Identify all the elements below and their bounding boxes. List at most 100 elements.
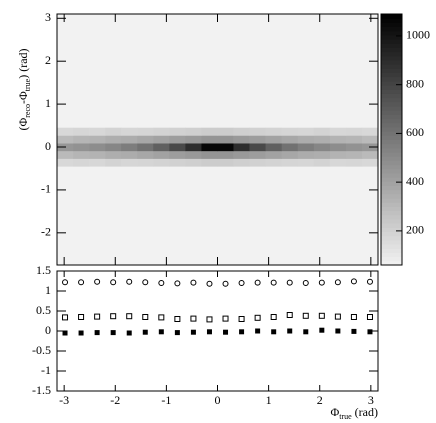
heatmap-cell	[217, 135, 234, 144]
colorbar-step	[381, 43, 402, 48]
x-tick-label: -2	[110, 393, 120, 407]
colorbar-step	[381, 34, 402, 40]
colorbar-step	[381, 252, 402, 258]
colorbar-step	[381, 193, 402, 199]
colorbar-step	[381, 235, 402, 241]
heatmap-cell	[105, 143, 122, 152]
colorbar-step	[381, 126, 402, 132]
heatmap-cell	[281, 127, 299, 136]
marker	[190, 279, 197, 286]
marker	[206, 316, 213, 323]
colorbar-step	[381, 198, 402, 203]
heatmap-cell	[297, 143, 315, 152]
heatmap-cell	[265, 143, 282, 152]
marker	[334, 279, 341, 286]
heatmap-cell	[345, 143, 363, 152]
y-tick-label: 3	[45, 10, 51, 24]
axis-title-part: -Φ	[16, 91, 30, 104]
marker	[190, 315, 197, 322]
marker	[286, 279, 293, 286]
heatmap-cell	[201, 150, 218, 159]
x-tick-label: -1	[161, 393, 171, 407]
colorbar-step	[381, 51, 402, 57]
axis-title-part: (Φ	[16, 118, 30, 131]
marker	[78, 314, 85, 320]
heatmap-cell	[233, 158, 250, 167]
heatmap-cell	[249, 127, 266, 136]
marker	[238, 316, 245, 322]
heatmap-cell	[121, 150, 138, 159]
x-tick-label: 3	[368, 393, 374, 407]
colorbar-step	[381, 64, 402, 69]
heatmap-cell	[361, 150, 379, 159]
x-tick-label: 1	[266, 393, 272, 407]
colorbar-step	[381, 168, 402, 174]
marker	[62, 314, 69, 321]
colorbar-step	[381, 26, 402, 32]
colorbar-step	[381, 110, 402, 115]
y-tick-label: 0	[45, 323, 51, 337]
marker	[238, 280, 245, 286]
axis-title-subscript: true	[339, 412, 352, 421]
heatmap-cell	[217, 150, 234, 159]
colorbar-step	[381, 118, 402, 124]
colorbar-step	[381, 93, 402, 99]
heatmap-cell	[297, 127, 315, 136]
heatmap-cell	[361, 135, 379, 144]
colorbar-step	[381, 47, 402, 53]
y-tick-label: -1	[41, 363, 51, 377]
colorbar-step	[381, 39, 402, 44]
marker	[94, 313, 101, 320]
heatmap-cell	[121, 135, 138, 144]
heatmap-cell	[233, 150, 250, 159]
heatmap-cell	[73, 150, 90, 159]
heatmap-cell	[297, 158, 315, 167]
x-tick-label: -3	[59, 393, 69, 407]
marker	[270, 279, 277, 286]
heatmap-cell	[73, 143, 90, 152]
marker	[366, 278, 373, 285]
colorbar-step	[381, 131, 402, 136]
marker	[254, 279, 261, 286]
heatmap-cell	[105, 158, 122, 167]
y-tick-label: -0.5	[32, 343, 51, 357]
colorbar-step	[381, 177, 402, 182]
heatmap-cell	[153, 127, 170, 136]
heatmap-cell	[185, 150, 202, 159]
heatmap-cell	[233, 127, 250, 136]
heatmap-cell	[89, 143, 106, 152]
colorbar-step	[381, 114, 402, 120]
heatmap-cell	[281, 143, 299, 152]
heatmap-cell	[121, 158, 138, 167]
heatmap-cell	[313, 127, 331, 136]
marker	[110, 313, 117, 320]
marker	[223, 329, 229, 335]
heatmap-cell	[361, 158, 379, 167]
colorbar-step	[381, 181, 402, 187]
axis-title-part: Φ	[330, 405, 339, 419]
heatmap-cell	[169, 135, 186, 144]
marker	[366, 314, 373, 320]
heatmap-cell	[345, 150, 363, 159]
colorbar-step	[381, 223, 402, 228]
y-tick-label: 0.5	[36, 303, 51, 317]
colorbar-step	[381, 260, 402, 266]
marker	[350, 278, 357, 285]
colorbar-step	[381, 68, 402, 74]
colorbar-tick-label: 1000	[406, 28, 430, 42]
heatmap-cell	[57, 127, 74, 136]
marker	[303, 329, 309, 335]
marker	[142, 279, 149, 286]
y-tick-label: 0	[45, 139, 51, 153]
heatmap-cell	[73, 158, 90, 167]
marker	[142, 314, 149, 320]
heatmap-cell	[329, 127, 347, 136]
heatmap-cell	[201, 127, 218, 136]
marker	[270, 314, 277, 320]
colorbar-step	[381, 76, 402, 82]
heatmap-cell	[185, 143, 202, 152]
heatmap-cell	[329, 158, 347, 167]
heatmap-cell	[297, 150, 315, 159]
marker	[239, 329, 245, 335]
heatmap-cell	[169, 158, 186, 167]
